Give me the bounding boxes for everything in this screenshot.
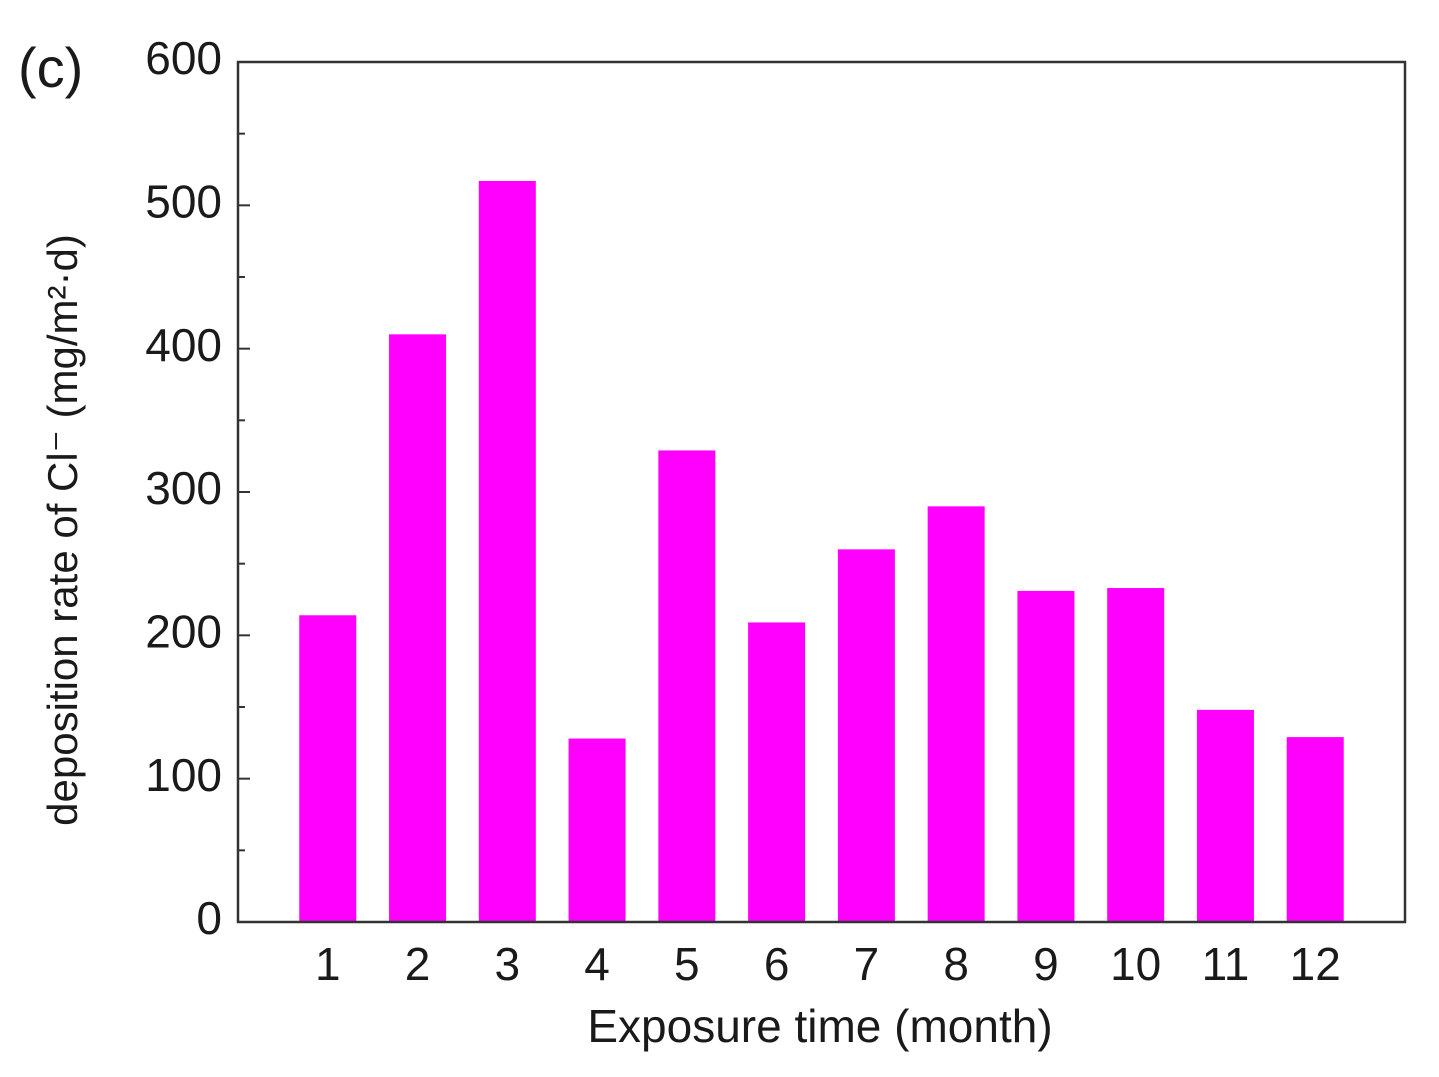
y-axis-label: deposition rate of Cl⁻ (mg/m²·d)	[39, 234, 86, 826]
bar	[1107, 588, 1165, 922]
x-tick-label: 2	[405, 938, 431, 990]
y-tick-label: 300	[145, 462, 222, 514]
y-tick-label: 0	[196, 892, 222, 944]
bar	[1286, 737, 1344, 922]
bar	[1017, 590, 1075, 922]
x-tick-label: 4	[584, 938, 610, 990]
x-tick-label: 10	[1110, 938, 1161, 990]
bar	[837, 549, 895, 922]
bar	[478, 180, 536, 922]
panel-label: (c)	[18, 36, 83, 99]
x-tick-label: 12	[1290, 938, 1341, 990]
bar	[1196, 709, 1254, 922]
y-tick-label: 100	[145, 749, 222, 801]
bar	[748, 622, 806, 922]
x-tick-label: 7	[854, 938, 880, 990]
bar	[658, 450, 716, 922]
x-tick-label: 6	[764, 938, 790, 990]
x-tick-label: 11	[1202, 938, 1250, 990]
y-tick-label: 400	[145, 319, 222, 371]
x-tick-label: 1	[315, 938, 341, 990]
x-tick-label: 3	[495, 938, 521, 990]
bar	[299, 615, 357, 922]
bar	[927, 506, 985, 922]
y-tick-label: 500	[145, 175, 222, 227]
x-tick-label: 9	[1033, 938, 1059, 990]
bar	[389, 334, 447, 922]
y-tick-label: 200	[145, 605, 222, 657]
x-tick-label: 8	[943, 938, 969, 990]
y-tick-label: 600	[145, 32, 222, 84]
x-tick-label: 5	[674, 938, 700, 990]
x-axis-label: Exposure time (month)	[587, 1000, 1052, 1052]
bar	[568, 738, 626, 922]
plot-frame	[236, 60, 1407, 924]
